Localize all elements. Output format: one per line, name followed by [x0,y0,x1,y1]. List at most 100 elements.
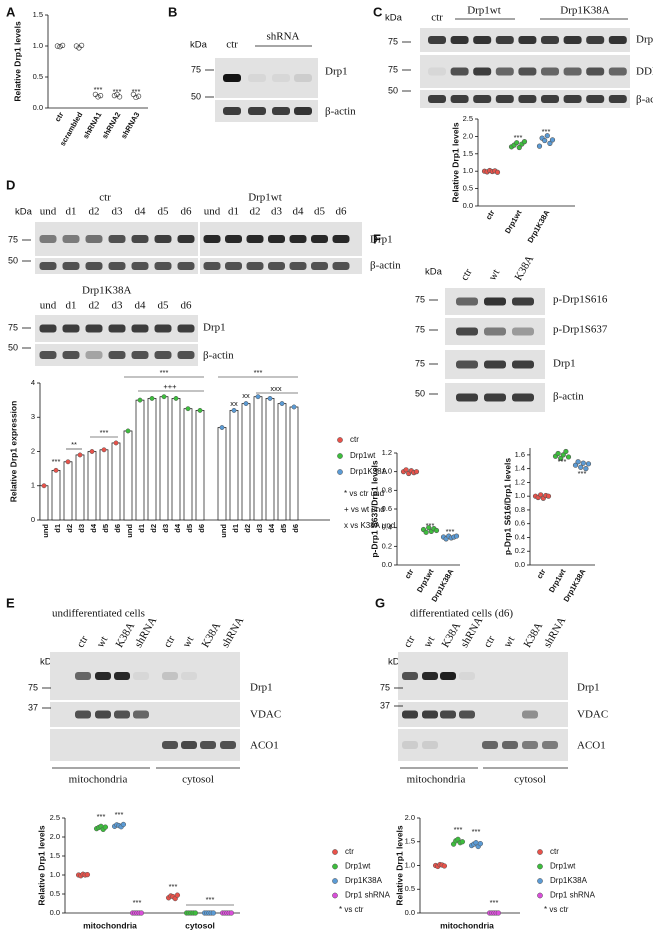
band [200,741,216,749]
y-tick-label: 0.0 [405,908,415,917]
x-tick-label: mitochondria [83,920,137,930]
lane-label: wt [180,634,196,650]
band [518,95,537,103]
lane-label: ctr [161,633,177,649]
legend-label: Drp1 shRNA [345,891,391,900]
significance: *** [133,898,142,907]
y-tick-label: 0.0 [515,560,525,569]
mw-marker: 50 [8,255,18,265]
x-tick-label: d5 [279,524,288,533]
band [85,351,103,359]
bar-dot [173,395,179,401]
blot-title: undifferentiated cells [52,608,145,620]
legend-note: * vs ctr [339,905,364,914]
y-tick-label: 0.2 [382,541,392,550]
lane-label: d1 [228,206,239,218]
lane-label: d4 [293,206,305,218]
band [332,235,350,243]
band [39,235,57,243]
lane-label: K38A [199,620,223,649]
significance: *** [115,810,124,819]
band [512,297,534,306]
data-point [572,462,579,468]
band [289,262,307,270]
mw-marker: 37 [380,700,390,710]
band [484,327,506,336]
mw-marker: 75 [415,358,425,368]
lane-label: d6 [336,206,348,218]
band [428,36,446,44]
bar-dot [65,459,71,465]
bar-dot [161,394,167,400]
panel-letter: C [373,4,383,19]
x-tick-label: ctr [53,110,66,123]
panel-letter: G [375,595,385,610]
band [456,297,478,306]
x-tick-label: und [125,524,134,538]
data-point [413,469,420,475]
y-tick-label: 0.5 [33,72,43,81]
lane-label: und [40,206,57,218]
band [133,672,149,680]
y-tick-label: 1.6 [515,450,525,459]
band [154,351,172,359]
data-point [174,892,181,898]
x-tick-label: ctr [484,208,497,221]
kda-label: kDa [388,657,406,668]
protein-label: Drp1 [325,66,348,78]
data-point [542,137,548,144]
bar-dot [197,407,203,413]
band [203,262,221,270]
band [332,262,350,270]
data-point [549,137,556,143]
band [586,95,605,103]
y-tick-label: 1.5 [33,10,43,19]
significance: *** [206,895,215,904]
band [246,235,264,243]
protein-label: VDAC [250,709,281,721]
y-tick-label: 4 [31,378,35,387]
panel-letter: D [6,177,15,192]
bar-dot [219,425,225,430]
band [512,360,534,369]
x-tick-label: d1 [137,524,146,533]
lane-label: K38A [521,620,545,649]
y-tick-label: 1.4 [515,464,525,473]
y-tick-label: 0 [31,515,35,524]
band [108,351,126,359]
band [428,67,446,76]
x-tick-label: d2 [149,524,158,533]
bar-dot [279,401,285,406]
bar-dot [41,483,47,489]
band [133,710,149,719]
band [181,741,197,749]
significance: +++ [163,382,177,391]
data-point [560,452,566,458]
data-point [84,871,91,878]
significance: *** [160,368,169,377]
band [495,36,514,44]
lane-label: ctr [481,633,497,649]
lane-label: wt [501,634,517,650]
band [85,262,103,270]
band [541,36,559,44]
data-point [111,92,117,99]
lane-label: wt [94,634,110,650]
y-tick-label: 2.0 [405,813,415,822]
band [542,741,558,749]
legend-note: * vs ctr [544,905,569,914]
protein-label: VDAC [577,709,608,721]
band [522,741,538,749]
legend-note: * vs ctr und [344,489,384,498]
x-tick-label: d3 [77,524,86,533]
x-tick-label: Drp1wt [547,567,568,594]
y-tick-label: 1.0 [515,491,525,500]
data-point [426,525,432,531]
lane-label: d2 [89,300,100,312]
bar [217,427,227,521]
band [62,262,80,270]
blot-strip [215,100,318,122]
bar [63,461,73,521]
bar [265,398,275,521]
data-point [441,863,448,869]
